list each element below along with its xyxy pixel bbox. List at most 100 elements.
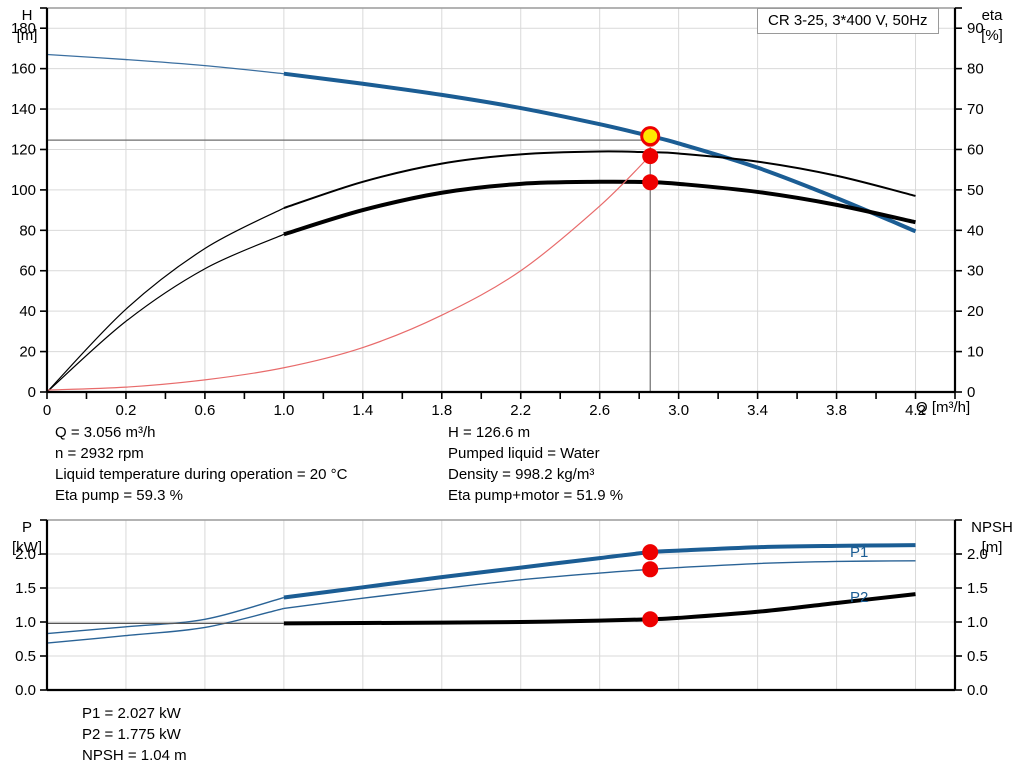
npsh-curve [283,592,916,626]
right-axis-tick-label: 1.0 [967,614,988,631]
bottom-left-axis-title-line2: [kW] [12,539,42,556]
bottom-right-axis-title-line2: [m] [982,539,1003,556]
right-axis-tick-label: 0.0 [967,682,988,699]
right-axis-tick-label: 40 [967,222,984,239]
legend-p1-label: P1 [850,544,868,561]
right-axis-tick-label: 50 [967,182,984,199]
eta-pump-motor-curve [283,179,916,237]
x-axis-tick-label: 0 [43,402,51,418]
bottom-chart-tick-labels: 0.0 0.5 1.0 1.5 2.0 0.0 0.5 1.0 1.5 2.0 [15,546,988,699]
bottom-chart-axes [40,519,962,692]
x-axis-tick-label: 4.2 [905,402,926,418]
left-axis-tick-label: 80 [19,222,36,239]
left-axis-tick-label: 100 [11,182,36,199]
pump-model-label: CR 3-25, 3*400 V, 50Hz [768,12,928,29]
p2-curve-thin-segment [46,607,285,644]
bottom-right-axis-title-line1: NPSH [971,519,1013,536]
left-axis-tick-label: 1.0 [15,614,36,631]
duty-marker-p2[interactable] [642,561,659,578]
top-right-axis-title-line1: eta [982,7,1004,24]
bottom-chart-duty-markers[interactable] [642,544,659,628]
operating-info-left: Q = 3.056 m³/h n = 2932 rpm Liquid tempe… [55,422,347,506]
left-axis-tick-label: 40 [19,303,36,320]
right-axis-tick-label: 90 [967,20,984,37]
x-axis-tick-label: 0.6 [194,402,215,418]
info-speed: n = 2932 rpm [55,445,144,462]
top-chart-duty-markers[interactable] [640,126,661,191]
right-axis-tick-label: 2.0 [967,546,988,563]
left-axis-tick-label: 20 [19,344,36,361]
right-axis-tick-label: 70 [967,101,984,118]
eta-pump-curve [283,150,916,210]
x-axis-tick-label: 2.2 [510,402,531,418]
head-curve-thin-segment [46,53,284,75]
x-axis-tick-label: 2.6 [589,402,610,418]
info-head: H = 126.6 m [448,424,531,441]
operating-info-right: H = 126.6 m Pumped liquid = Water Densit… [448,422,623,506]
info-eta-pump-motor: Eta pump+motor = 51.9 % [448,487,624,504]
top-left-axis-title-line2: [m] [17,27,38,44]
info-npsh: NPSH = 1.04 m [82,747,187,764]
duty-marker-npsh[interactable] [642,611,659,628]
info-eta-pump: Eta pump = 59.3 % [55,487,183,504]
top-x-axis-title: Q [m³/h] [916,399,970,416]
top-chart-curves [46,53,917,393]
x-axis-tick-label: 3.4 [747,402,768,418]
duty-marker-p1[interactable] [642,544,659,561]
x-axis-tick-label: 0.2 [116,402,137,418]
left-axis-tick-label: 0 [28,384,36,401]
info-pumped-liquid: Pumped liquid = Water [448,445,600,462]
x-axis-tick-label: 3.8 [826,402,847,418]
right-axis-tick-label: 1.5 [967,580,988,597]
pump-model-title-box: CR 3-25, 3*400 V, 50Hz [757,8,939,34]
right-axis-tick-label: 60 [967,141,984,158]
info-p2: P2 = 1.775 kW [82,726,181,743]
info-liquid-temperature: Liquid temperature during operation = 20… [55,466,348,483]
top-left-axis-title-line1: H [22,7,33,24]
bottom-chart-gridlines [47,519,955,690]
power-npsh-info: P1 = 2.027 kW P2 = 1.775 kW NPSH = 1.04 … [82,703,187,766]
left-axis-tick-label: 140 [11,101,36,118]
top-chart-axes [40,7,962,399]
p1-curve-thin-segment [46,596,285,635]
left-axis-tick-label: 2.0 [15,546,36,563]
info-density: Density = 998.2 kg/m³ [448,466,595,483]
npsh-reference-curve [46,155,651,391]
right-axis-tick-label: 0 [967,384,975,401]
left-axis-tick-label: 160 [11,61,36,78]
left-axis-tick-label: 1.5 [15,580,36,597]
info-q: Q = 3.056 m³/h [55,424,156,441]
bottom-chart-curves [46,543,916,644]
p2-curve [283,560,916,610]
left-axis-tick-label: 0.5 [15,648,36,665]
left-axis-tick-label: 60 [19,263,36,280]
eta-pump-motor-curve-thin-segment [46,233,285,393]
x-axis-tick-label: 1.8 [431,402,452,418]
head-efficiency-chart: 0 20 40 60 80 100 120 140 160 180 0 10 20 30 40 50 60 70 8… [11,7,1004,418]
x-axis-tick-label: 3.0 [668,402,689,418]
right-axis-tick-label: 10 [967,344,984,361]
top-chart-gridlines [47,7,955,392]
p1-curve [283,543,916,600]
left-axis-tick-label: 120 [11,141,36,158]
duty-marker-head[interactable] [640,126,661,147]
right-axis-tick-label: 20 [967,303,984,320]
x-axis-tick-label: 1.4 [352,402,373,418]
right-axis-tick-label: 0.5 [967,648,988,665]
info-p1: P1 = 2.027 kW [82,705,181,722]
power-npsh-chart: 0.0 0.5 1.0 1.5 2.0 0.0 0.5 1.0 1.5 2.0 P [kW] NP… [12,519,1013,699]
right-axis-tick-label: 80 [967,61,984,78]
top-chart-tick-labels: 0 20 40 60 80 100 120 140 160 180 0 10 20 30 40 50 60 70 8… [11,20,984,418]
right-axis-tick-label: 30 [967,263,984,280]
eta-pump-curve-thin-segment [46,207,285,393]
left-axis-tick-label: 0.0 [15,682,36,699]
legend-p2-label: P2 [850,589,868,606]
duty-marker-eta-pump-motor[interactable] [642,174,659,191]
left-axis-tick-label: 180 [11,20,36,37]
top-right-axis-title-line2: [%] [981,27,1003,44]
head-curve [283,71,917,234]
bottom-left-axis-title-line1: P [22,519,32,536]
duty-marker-eta-pump[interactable] [642,148,659,165]
x-axis-tick-label: 1.0 [273,402,294,418]
